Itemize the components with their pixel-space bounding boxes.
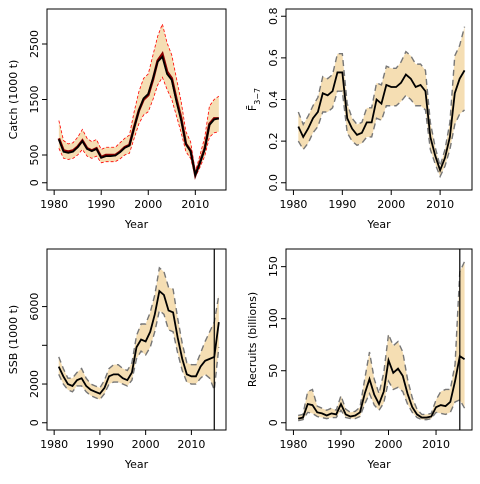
- catch-y-tick-label: 0: [28, 179, 41, 186]
- ssb-y-tick-label: 2000: [28, 370, 41, 398]
- ssb-x-tick-label: 1990: [86, 438, 114, 451]
- recruits-plot-frame: [285, 248, 473, 431]
- ssb-x-tick-label: 2000: [132, 438, 160, 451]
- ssb-y-tick-label: 0: [28, 419, 41, 426]
- fbar-y-axis-label: F̄3−7: [246, 88, 262, 111]
- ssb-ci-lower-line: [58, 309, 220, 401]
- catch-x-tick-label: 2000: [134, 198, 162, 211]
- recruits-x-tick-label: 2010: [422, 438, 450, 451]
- catch-ci-lower-line: [58, 76, 219, 179]
- fbar-y-tick-label: 0.0: [267, 174, 280, 192]
- fbar-y-tick-label: 0.6: [267, 49, 280, 66]
- fbar-ci-upper-line: [297, 26, 466, 169]
- fbar-y-axis-label-subscript: 3−7: [253, 88, 262, 105]
- fbar-y-axis-label-main: F̄: [246, 105, 259, 111]
- recruits-x-tick-label: 1980: [279, 438, 307, 451]
- recruits-y-tick-label: 100: [267, 308, 280, 329]
- fbar-estimate-line: [297, 69, 466, 173]
- recruits-x-axis-label: Year: [366, 458, 391, 471]
- ssb-y-tick-label: 6000: [28, 293, 41, 321]
- recruits-estimate-line: [298, 354, 466, 420]
- ssb-x-axis-label: Year: [124, 458, 149, 471]
- catch-x-tick-label: 1980: [40, 198, 68, 211]
- ssb-panel: 1980 1990 2000 2010 0 2000 6000 Year SSB (1000 t…: [7, 248, 227, 471]
- catch-observed-line: [57, 50, 219, 180]
- recruits-x-tick-label: 1990: [327, 438, 355, 451]
- recruits-y-tick-label: 50: [267, 364, 280, 378]
- recruits-y-tick-label: 150: [267, 256, 280, 277]
- recruits-panel: 1980 1990 2000 2010 0 50 100 150 Year Recruits (b…: [246, 248, 473, 471]
- recruits-ci-upper-line: [298, 261, 466, 417]
- catch-x-tick-label: 1990: [87, 198, 115, 211]
- fbar-y-tick-label: 0.4: [267, 91, 280, 109]
- ssb-ci-band: [58, 267, 219, 400]
- fbar-x-tick-label: 2010: [426, 198, 454, 211]
- catch-ci-upper-line: [58, 22, 220, 172]
- recruits-y-tick-label: 0: [267, 419, 280, 426]
- recruits-y-axis-label: Recruits (billions): [246, 292, 259, 387]
- fbar-x-tick-label: 1980: [279, 198, 307, 211]
- catch-y-tick-label: 500: [28, 145, 41, 166]
- fbar-x-axis-label: Year: [366, 218, 391, 231]
- catch-panel: 1980 1990 2000 2010 0 500 1500 2500 Year Catch (1…: [7, 8, 227, 231]
- fbar-y-tick-label: 0.2: [267, 132, 280, 150]
- recruits-ci-lower-line: [298, 379, 466, 422]
- ssb-x-tick-label: 2010: [177, 438, 205, 451]
- ssb-estimate-line: [57, 289, 220, 395]
- fbar-x-tick-label: 1990: [328, 198, 356, 211]
- ssb-y-axis-label: SSB (1000 t): [7, 305, 20, 374]
- fbar-y-tick-label: 0.8: [267, 7, 280, 25]
- catch-y-tick-label: 1500: [28, 86, 41, 114]
- ssb-ci-upper-line: [58, 266, 220, 389]
- recruits-x-tick-label: 2000: [375, 438, 403, 451]
- fbar-ci-lower-line: [297, 90, 466, 179]
- fbar-x-tick-label: 2000: [377, 198, 405, 211]
- catch-estimate-line: [58, 54, 220, 179]
- ssb-plot-frame: [46, 248, 227, 431]
- fbar-panel: 1980 1990 2000 2010 0.0 0.2 0.4 0.6 0.8 Year F̄3−7: [246, 7, 473, 231]
- catch-y-tick-label: 2500: [28, 30, 41, 58]
- catch-x-tick-label: 2010: [181, 198, 209, 211]
- ssb-x-tick-label: 1980: [40, 438, 68, 451]
- catch-x-axis-label: Year: [124, 218, 149, 231]
- catch-ci-band: [58, 24, 219, 178]
- catch-y-axis-label: Catch (1000 t): [7, 60, 20, 140]
